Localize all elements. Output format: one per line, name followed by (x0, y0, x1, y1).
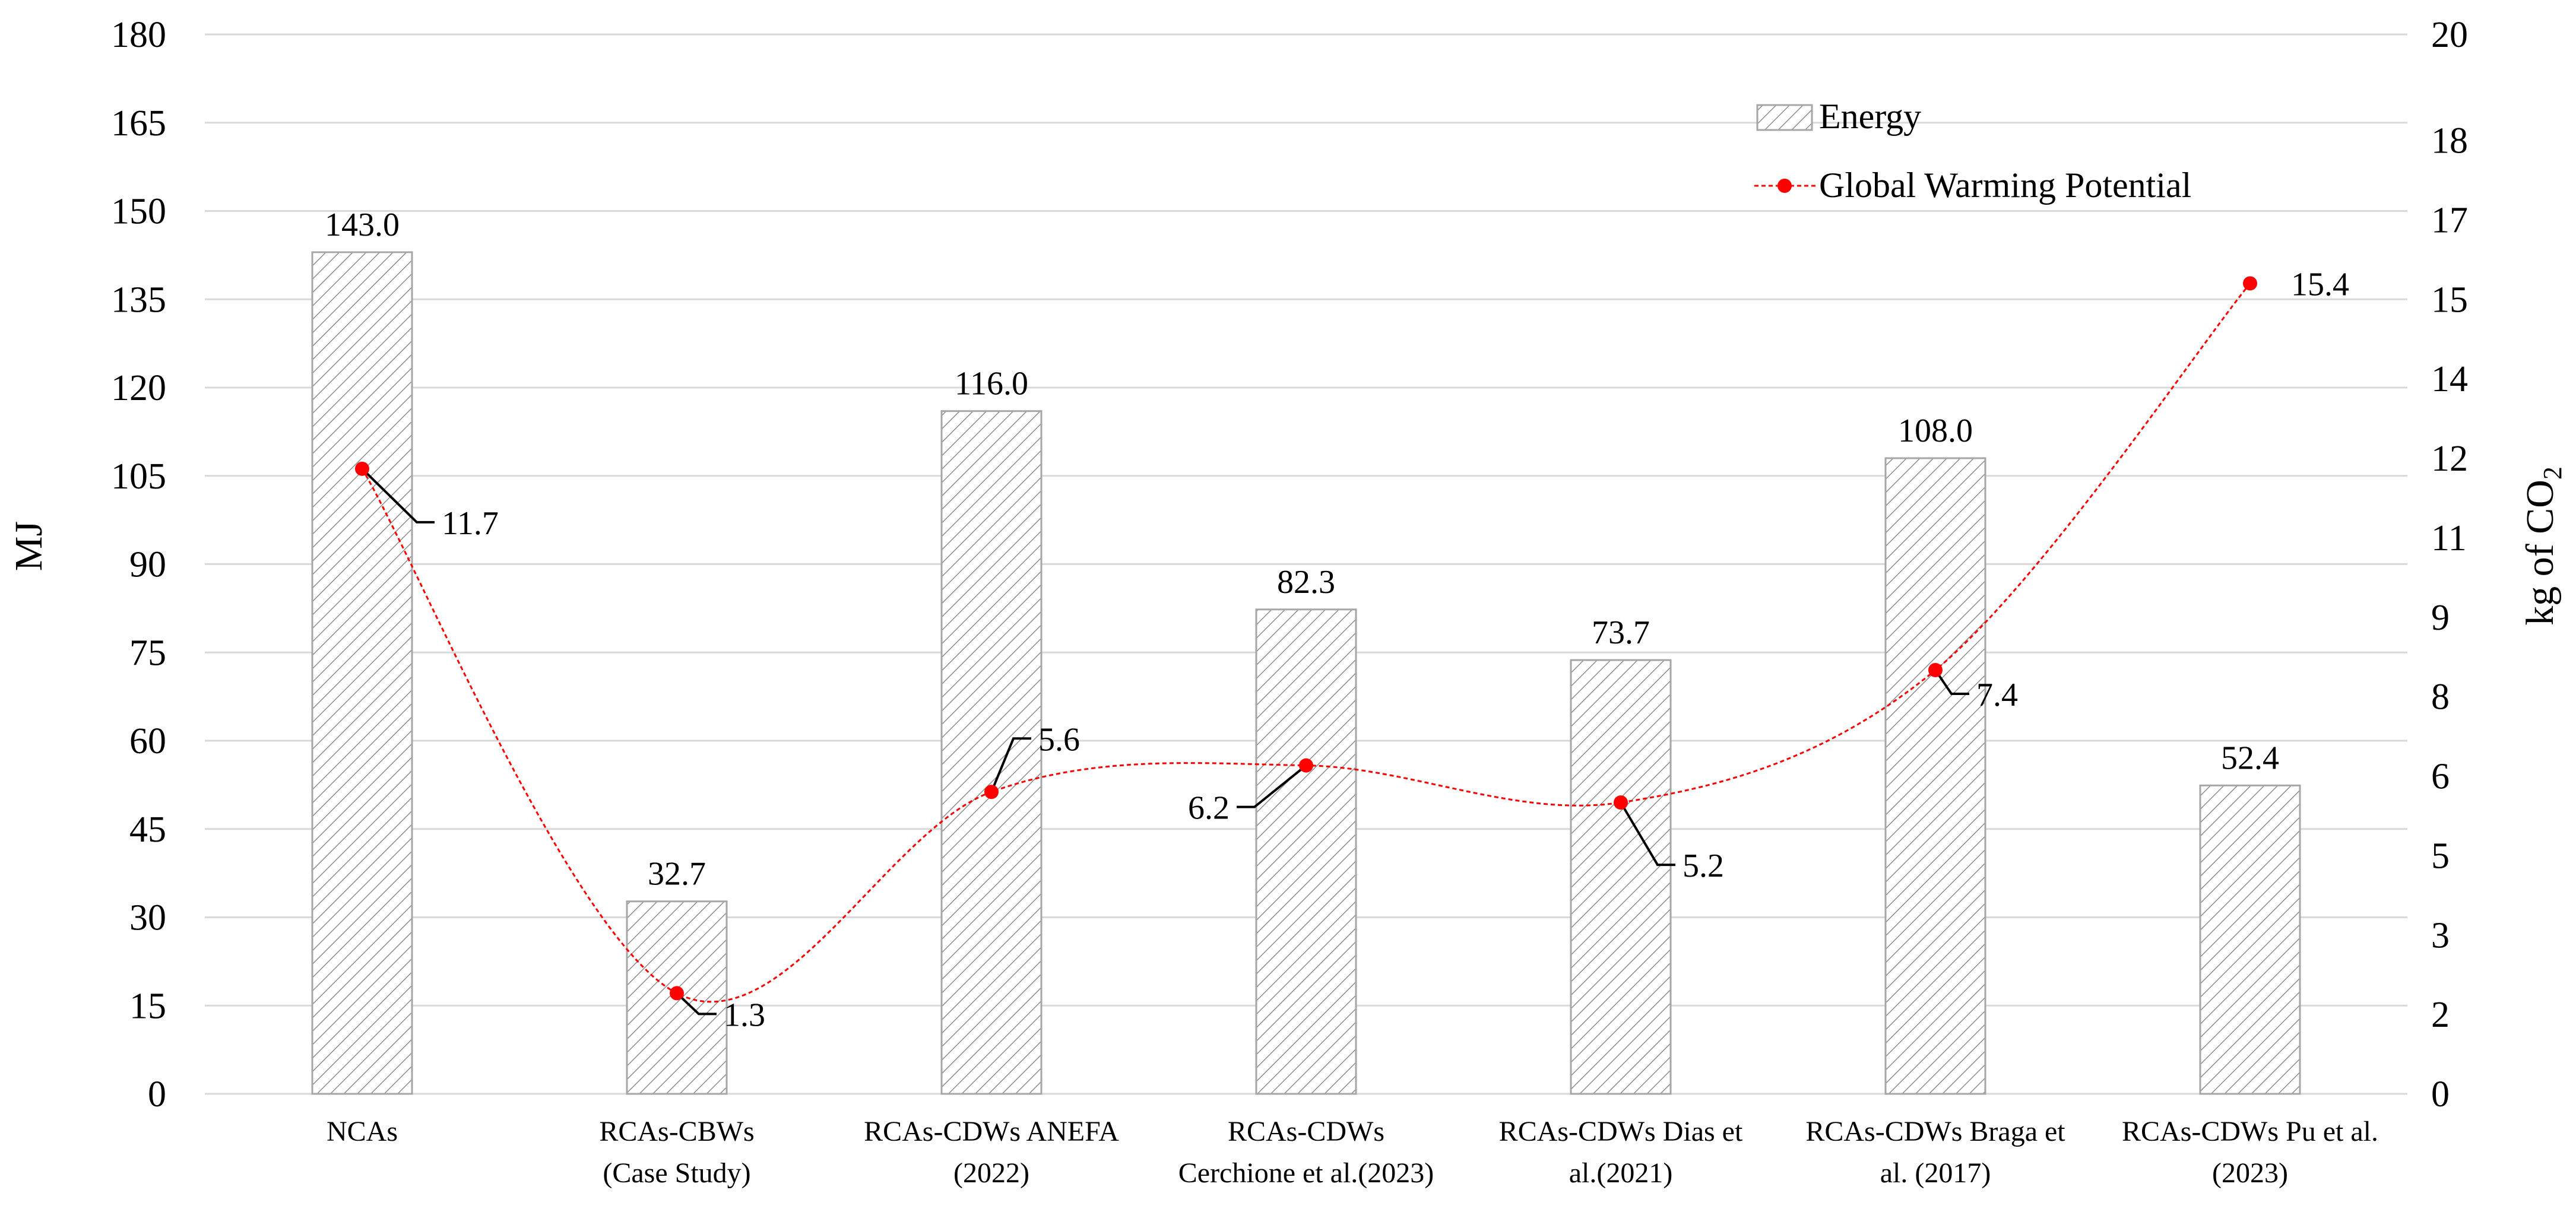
gwp-leader-line (676, 992, 717, 1016)
energy-bar (940, 410, 1043, 1095)
left-tick-label: 90 (129, 545, 166, 585)
category-label: RCAs-CDWs Dias et (1499, 1116, 1743, 1147)
category-label-line2: al.(2021) (1569, 1157, 1673, 1189)
left-tick-label: 30 (129, 898, 166, 938)
right-axis-ticks: 0 2 3 5 6 8 9 11 12 14 15 17 18 20 (2431, 15, 2468, 1115)
category-label-line2: Cerchione et al.(2023) (1178, 1157, 1434, 1189)
category-label-line2: (2022) (953, 1157, 1029, 1189)
left-axis-title: MJ (7, 521, 50, 571)
left-tick-label: 75 (129, 633, 166, 673)
left-tick-label: 15 (129, 986, 166, 1026)
right-tick-label: 14 (2431, 359, 2468, 399)
gwp-marker (670, 986, 684, 1001)
right-tick-label: 20 (2431, 15, 2468, 55)
energy-data-label: 82.3 (1277, 564, 1335, 601)
left-tick-label: 180 (111, 15, 166, 55)
legend: Energy Global Warming Potential (1754, 97, 2191, 205)
gwp-leader-line (1237, 764, 1307, 808)
category-label-line2: al. (2017) (1880, 1157, 1991, 1189)
energy-bar (1884, 457, 1986, 1095)
right-tick-label: 17 (2431, 200, 2468, 240)
left-tick-label: 165 (111, 103, 166, 144)
gwp-data-label: 11.7 (442, 505, 499, 542)
gwp-curve (361, 283, 2251, 1003)
category-label: RCAs-CBWs (599, 1116, 754, 1147)
category-label-line2: (2023) (2212, 1157, 2288, 1189)
energy-data-label: 116.0 (955, 366, 1028, 402)
energy-bar (1255, 608, 1357, 1095)
gwp-marker (1299, 758, 1313, 773)
energy-bar (311, 251, 413, 1095)
left-tick-label: 105 (111, 456, 166, 497)
energy-data-label: 143.0 (325, 207, 400, 243)
legend-gwp-marker (1777, 179, 1792, 193)
gwp-data-label: 5.2 (1683, 848, 1724, 884)
gwp-data-label: 6.2 (1188, 790, 1230, 827)
gwp-leader-line (1934, 669, 1969, 695)
right-tick-label: 8 (2431, 677, 2450, 718)
gwp-data-label: 15.4 (2291, 266, 2349, 303)
left-tick-label: 0 (148, 1074, 166, 1115)
energy-data-label: 108.0 (1898, 412, 1973, 449)
right-tick-label: 18 (2431, 121, 2468, 161)
left-tick-label: 60 (129, 721, 166, 761)
gwp-line: 11.7 1.3 5.6 6.2 5.2 7.4 15.4 (355, 266, 2349, 1033)
legend-gwp-label: Global Warming Potential (1819, 166, 2191, 205)
legend-energy-swatch (1756, 104, 1813, 131)
category-label: RCAs-CDWs Pu et al. (2122, 1116, 2378, 1147)
category-label: RCAs-CDWs ANEFA (864, 1116, 1119, 1147)
right-axis-title: kg of CO2 (2518, 467, 2567, 626)
right-tick-label: 9 (2431, 598, 2450, 638)
category-label: RCAs-CDWs (1228, 1116, 1384, 1147)
energy-bar (1570, 659, 1672, 1095)
right-axis-title-sub: 2 (2538, 467, 2567, 480)
right-tick-label: 15 (2431, 280, 2468, 320)
energy-data-label: 52.4 (2221, 740, 2279, 776)
left-tick-label: 120 (111, 368, 166, 408)
category-label: RCAs-CDWs Braga et (1805, 1116, 2065, 1147)
category-labels: NCAs RCAs-CBWs (Case Study) RCAs-CDWs ANEFA… (327, 1116, 2378, 1189)
right-tick-label: 2 (2431, 995, 2450, 1035)
right-tick-label: 3 (2431, 915, 2450, 956)
left-tick-label: 150 (111, 192, 166, 232)
gwp-leader-line (990, 737, 1031, 793)
left-axis-ticks: 0 15 30 45 60 75 90 105 120 135 150 165 180 (111, 15, 166, 1115)
legend-energy-label: Energy (1819, 97, 1921, 136)
right-tick-label: 5 (2431, 836, 2450, 876)
right-tick-label: 11 (2431, 518, 2467, 559)
gwp-data-label: 1.3 (724, 997, 765, 1033)
left-tick-label: 45 (129, 810, 166, 850)
energy-data-label: 73.7 (1592, 614, 1650, 651)
gwp-data-label: 7.4 (1976, 677, 2018, 713)
left-tick-label: 135 (111, 280, 166, 320)
right-tick-label: 0 (2431, 1074, 2450, 1115)
right-tick-label: 6 (2431, 757, 2450, 797)
energy-bar (2199, 784, 2301, 1095)
gwp-marker (2243, 276, 2257, 291)
gwp-marker (355, 461, 369, 476)
gwp-marker (1928, 663, 1943, 677)
category-label: NCAs (327, 1116, 398, 1147)
gwp-marker (1614, 795, 1628, 810)
gwp-data-label: 5.6 (1038, 721, 1080, 758)
gwp-marker (984, 785, 999, 799)
energy-bars: 143.0 32.7 116.0 82.3 73.7 108.0 52.4 (311, 207, 2301, 1095)
gwp-leader-line (361, 468, 435, 523)
category-label-line2: (Case Study) (603, 1157, 750, 1189)
right-axis-title-main: kg of CO (2518, 480, 2562, 626)
gwp-leader-line (1620, 802, 1675, 867)
energy-data-label: 32.7 (648, 856, 706, 893)
right-tick-label: 12 (2431, 439, 2468, 479)
